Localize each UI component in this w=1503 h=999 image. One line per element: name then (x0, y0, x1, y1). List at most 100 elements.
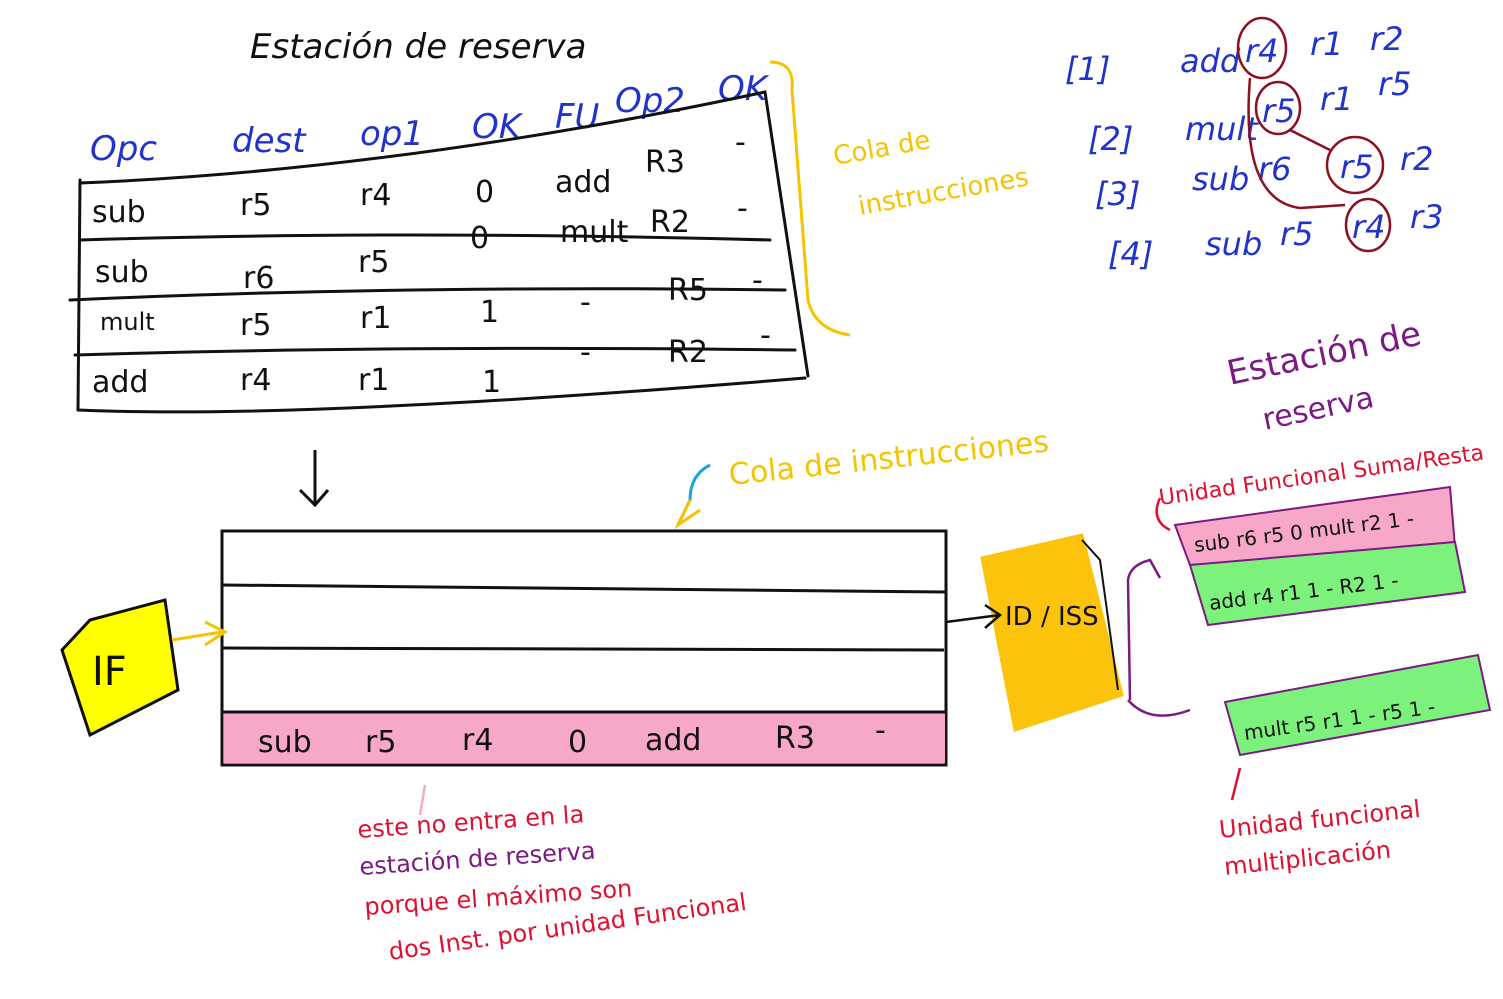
instruction-4: [4] sub r5 r4 r3 (1108, 198, 1444, 273)
note-line2: estación de reserva (358, 837, 596, 881)
instr-index: [2] (1088, 120, 1133, 158)
header-dest: dest (232, 121, 307, 161)
cell: r6 (243, 261, 274, 296)
instr-op: add (1180, 42, 1241, 80)
cell: R2 (650, 205, 690, 240)
instr-src1: r1 (1310, 25, 1344, 63)
cell: R3 (775, 721, 815, 756)
cell: - (752, 263, 763, 298)
instr-src1: r5 (1340, 148, 1374, 186)
instr-dest: r5 (1262, 92, 1296, 130)
cell: r4 (240, 363, 271, 398)
cell: 1 (480, 295, 499, 330)
id-to-rs-connectors (1126, 558, 1191, 717)
sumresta-label-pointer (1155, 497, 1171, 532)
cell: - (735, 125, 746, 160)
cell: R3 (645, 145, 685, 180)
dep-circle (1236, 16, 1288, 80)
sumresta-unit: sub r6 r5 0 mult r2 1 - add r4 r1 1 - R2… (1173, 485, 1467, 627)
instr-index: [4] (1108, 235, 1153, 273)
top-table-rows: sub r5 r4 0 add R3 - sub r6 r5 0 mult R2… (92, 125, 771, 400)
header-ok2: OK (718, 69, 770, 109)
instr-op: sub (1205, 225, 1262, 263)
cell: r5 (240, 188, 271, 223)
queue-label: Cola de instrucciones (727, 425, 1050, 493)
instr-op: sub (1192, 160, 1249, 198)
cell: - (580, 285, 591, 320)
cell: - (737, 191, 748, 226)
top-table-row-3: mult r5 r1 1 - R5 - (100, 263, 763, 343)
cell: 0 (470, 221, 489, 256)
mult-label-line2: multiplicación (1223, 836, 1393, 881)
top-table-title: Estación de reserva (250, 27, 586, 67)
cell: r5 (240, 308, 271, 343)
cell: r1 (360, 301, 391, 336)
cell: - (875, 713, 886, 748)
brace-label-line2: instrucciones (856, 162, 1031, 221)
top-table-outline (68, 90, 810, 414)
instruction-queue: sub r5 r4 0 add R3 - (220, 529, 948, 767)
mult-label-line1: Unidad funcional (1218, 795, 1422, 844)
instr-index: [1] (1065, 50, 1110, 88)
instr-src2: r5 (1378, 65, 1412, 103)
dep-circle (1344, 197, 1392, 253)
cell: r5 (358, 245, 389, 280)
header-op1: op1 (360, 114, 424, 154)
cell: add (645, 723, 701, 758)
instr-op: mult (1185, 110, 1259, 148)
instr-src2: r2 (1370, 20, 1404, 58)
cell: R5 (668, 273, 708, 308)
if-box: IF (60, 598, 180, 738)
dep-circle (1254, 80, 1302, 136)
queue-row-cells: sub r5 r4 0 add R3 - (258, 713, 886, 760)
cell: add (555, 165, 611, 200)
if-arrow-icon (171, 620, 229, 647)
cell: r1 (358, 363, 389, 398)
cell: add (92, 365, 148, 400)
queue-to-id-arrow-icon (945, 603, 1003, 629)
queue-highlighted-row (224, 712, 945, 763)
dependency-marks (1236, 16, 1392, 253)
instr-dest: r5 (1280, 215, 1314, 253)
cell: mult (560, 215, 629, 250)
cell: sub (92, 195, 146, 230)
instr-src1: r1 (1320, 80, 1354, 118)
down-arrow-icon (298, 450, 330, 508)
instr-index: [3] (1095, 175, 1140, 213)
rs-title-line1: Estación de (1224, 314, 1425, 394)
id-label: ID / ISS (1005, 602, 1099, 632)
cell: r4 (360, 178, 391, 213)
top-table-row-2: sub r6 r5 0 mult R2 - (95, 191, 748, 296)
cell: mult (100, 308, 155, 336)
cell: - (580, 335, 591, 370)
cell: - (760, 318, 771, 353)
top-table-headers: Opc dest op1 OK FU Op2 OK (90, 69, 770, 169)
cell: r4 (462, 723, 493, 758)
header-opc: Opc (90, 129, 157, 169)
id-box: ID / ISS (980, 533, 1124, 732)
mult-label-pointer (1230, 767, 1242, 801)
instr-src2: r3 (1410, 198, 1444, 236)
queue-label-arrow (676, 463, 711, 526)
note-pointer (418, 784, 427, 816)
instruction-list: [1] add r4 r1 r2 [2] mult r5 r1 r5 [3] s… (1065, 20, 1444, 273)
brace-yellow (769, 60, 851, 337)
cell: sub (258, 725, 312, 760)
instr-src1: r4 (1352, 208, 1386, 246)
instruction-3: [3] sub r6 r5 r2 (1095, 140, 1434, 213)
cell: r5 (365, 725, 396, 760)
cell: 0 (568, 725, 587, 760)
dep-circle (1325, 135, 1385, 195)
top-table-row-4: add r4 r1 1 - R2 - (92, 318, 771, 400)
cell: R2 (668, 335, 708, 370)
top-table-row-1: sub r5 r4 0 add R3 - (92, 125, 746, 230)
brace-label-line1: Cola de (831, 125, 933, 172)
if-label: IF (92, 649, 127, 695)
instr-dest: r4 (1245, 32, 1279, 70)
note-line1: este no entra en la (356, 800, 585, 844)
rs-title-line2: reserva (1259, 380, 1377, 438)
cell: 0 (475, 175, 494, 210)
instr-src2: r2 (1400, 140, 1434, 178)
instruction-1: [1] add r4 r1 r2 (1065, 20, 1404, 88)
